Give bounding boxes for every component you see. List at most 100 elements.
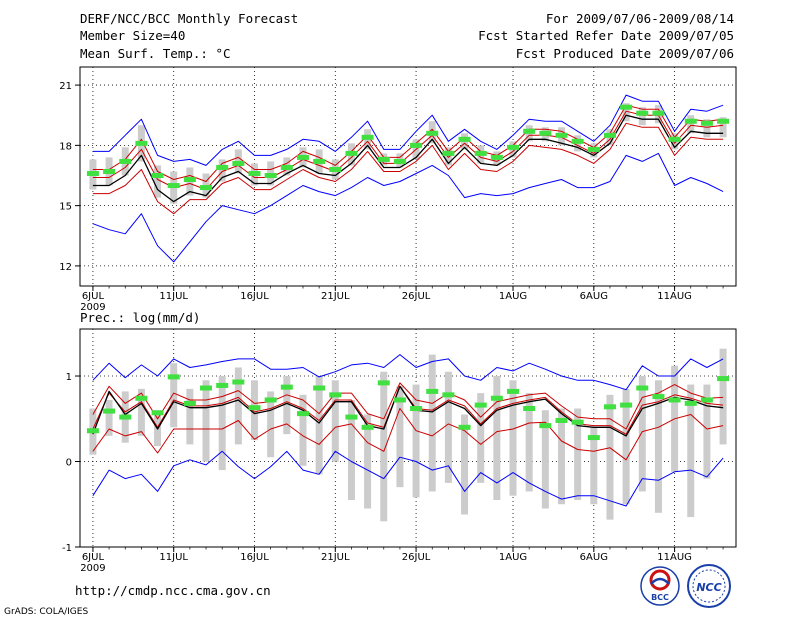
ensemble-box xyxy=(299,394,307,466)
y-tick-label: 12 xyxy=(59,262,72,273)
ensemble-box xyxy=(557,408,565,505)
x-tick-label: 6JUL xyxy=(82,552,105,563)
ensemble-box xyxy=(218,159,226,182)
fcst-started-label: Fcst Started Refer Date 2009/07/05 xyxy=(478,28,734,43)
ensemble-box xyxy=(687,115,695,134)
median-marker xyxy=(248,170,261,176)
ensemble-box xyxy=(331,380,339,462)
median-marker xyxy=(377,380,390,386)
median-marker xyxy=(684,118,697,124)
x-tick-label: 16JUL xyxy=(240,552,269,563)
x-tick-label: 16JUL xyxy=(240,291,269,302)
ensemble-mean-line xyxy=(92,114,724,203)
sd-lower-line xyxy=(92,122,724,215)
ensemble-box xyxy=(364,414,372,509)
ensemble-box xyxy=(703,119,711,138)
median-marker xyxy=(700,397,713,403)
source-url: http://cmdp.ncc.cma.gov.cn xyxy=(75,583,271,598)
svg-text:NCC: NCC xyxy=(696,581,721,594)
median-marker xyxy=(232,160,245,166)
median-marker xyxy=(345,414,358,420)
svg-text:BCC: BCC xyxy=(651,593,669,602)
median-marker xyxy=(507,144,520,150)
ncc-logo: NCC xyxy=(687,564,731,608)
median-marker xyxy=(151,410,164,416)
precip-title: Prec.: log(mm/d) xyxy=(80,310,200,325)
median-marker xyxy=(280,384,293,390)
median-marker xyxy=(603,404,616,410)
median-marker xyxy=(103,408,116,414)
median-marker xyxy=(458,136,471,142)
median-marker xyxy=(361,424,374,430)
median-marker xyxy=(167,183,180,189)
median-marker xyxy=(345,150,358,156)
ensemble-box xyxy=(186,388,194,445)
median-marker xyxy=(571,419,584,425)
median-marker xyxy=(135,395,148,401)
y-tick-label: 18 xyxy=(59,141,72,152)
ensemble-box xyxy=(493,376,501,500)
median-marker xyxy=(232,379,245,385)
median-marker xyxy=(296,154,309,160)
median-marker xyxy=(313,158,326,164)
ensemble-box xyxy=(234,367,242,445)
median-marker xyxy=(264,172,277,178)
ensemble-box xyxy=(396,386,404,488)
x-tick-label: 6AUG xyxy=(580,552,608,563)
median-marker xyxy=(167,374,180,380)
sd-upper-line xyxy=(92,104,724,182)
x-tick-label: 21JUL xyxy=(321,552,350,563)
median-marker xyxy=(717,376,730,382)
x-tick-label: 11AUG xyxy=(657,552,692,563)
ensemble-box xyxy=(154,165,162,198)
median-marker xyxy=(119,158,132,164)
ensemble-box xyxy=(638,376,646,492)
x-tick-label: 21JUL xyxy=(321,291,350,302)
median-marker xyxy=(539,423,552,429)
median-marker xyxy=(103,168,116,174)
x-tick-label: 11JUL xyxy=(159,552,188,563)
median-marker xyxy=(135,140,148,146)
median-marker xyxy=(442,150,455,156)
x-tick-label: 11AUG xyxy=(657,291,692,302)
median-marker xyxy=(652,110,665,116)
median-marker xyxy=(426,130,439,136)
median-marker xyxy=(393,397,406,403)
median-marker xyxy=(652,394,665,400)
ensemble-box xyxy=(105,399,113,436)
plot-frame xyxy=(79,66,737,287)
sd-upper-line xyxy=(92,382,724,430)
median-marker xyxy=(458,424,471,430)
ensemble-box xyxy=(622,103,630,122)
ensemble-box xyxy=(719,117,727,138)
median-marker xyxy=(523,406,536,412)
y-tick-label: 15 xyxy=(59,202,72,213)
median-marker xyxy=(86,170,99,176)
ensemble-box xyxy=(509,380,517,496)
ensemble-box xyxy=(654,380,662,513)
median-marker xyxy=(571,138,584,144)
ensemble-box xyxy=(137,388,145,436)
ensemble-box xyxy=(267,391,275,458)
median-marker xyxy=(620,104,633,110)
y-tick-label: 1 xyxy=(66,372,72,383)
median-marker xyxy=(280,164,293,170)
median-marker xyxy=(700,120,713,126)
ensemble-box xyxy=(461,414,469,515)
median-marker xyxy=(474,402,487,408)
grads-credit: GrADS: COLA/IGES xyxy=(4,607,88,617)
ensemble-box xyxy=(687,384,695,518)
median-marker xyxy=(474,150,487,156)
median-marker xyxy=(86,428,99,434)
median-marker xyxy=(668,136,681,142)
y-tick-label: -1 xyxy=(62,543,72,554)
median-marker xyxy=(620,402,633,408)
ensemble-box xyxy=(525,393,533,492)
median-marker xyxy=(717,118,730,124)
max-line xyxy=(92,354,724,391)
x-tick-label: 6JUL xyxy=(82,291,105,302)
median-marker xyxy=(151,172,164,178)
y-tick-label: 21 xyxy=(59,81,72,92)
ensemble-box xyxy=(444,147,452,166)
ensemble-box xyxy=(283,376,291,435)
